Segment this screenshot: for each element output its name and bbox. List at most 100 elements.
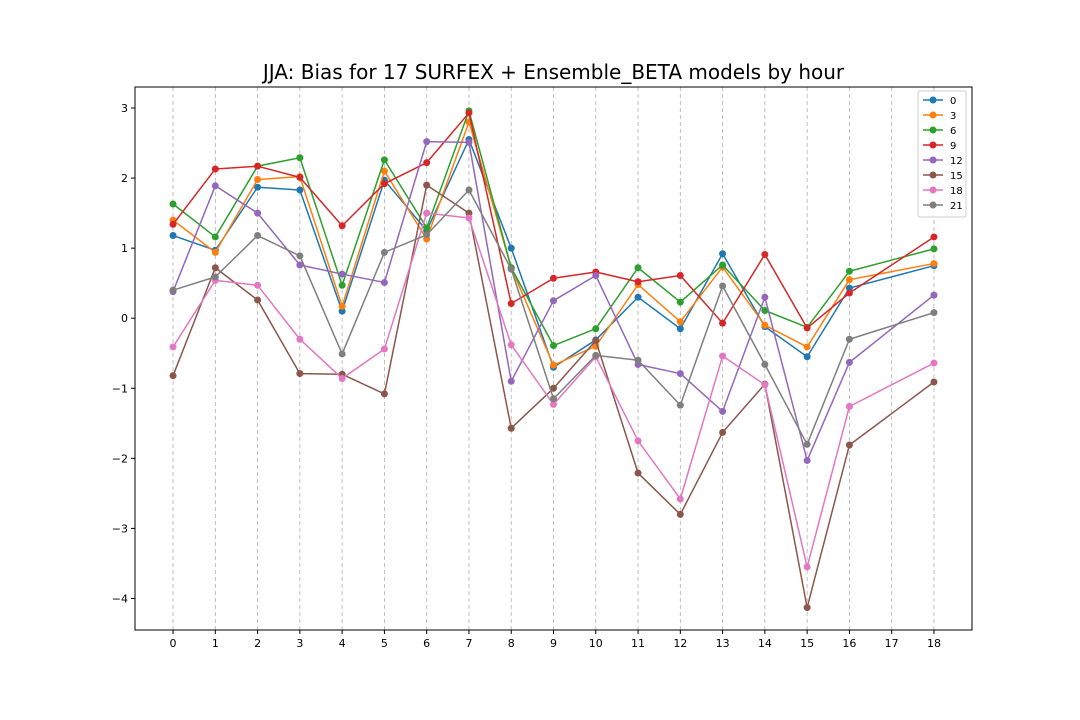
- series-line: [172, 121, 935, 366]
- legend-marker: [929, 111, 937, 119]
- data-point: [465, 109, 473, 117]
- data-point: [254, 183, 262, 191]
- data-point: [719, 407, 727, 415]
- data-point: [380, 180, 388, 188]
- legend-label: 18: [950, 186, 963, 197]
- data-point: [930, 359, 938, 367]
- data-point: [211, 233, 219, 241]
- series-line: [172, 110, 935, 347]
- data-point: [634, 293, 642, 301]
- data-point: [465, 209, 473, 217]
- data-point: [254, 232, 262, 240]
- data-point: [211, 248, 219, 256]
- data-point: [338, 281, 346, 289]
- data-point: [803, 456, 811, 464]
- data-point: [211, 264, 219, 272]
- data-point: [465, 214, 473, 222]
- x-tick-label: 8: [508, 637, 515, 650]
- data-point: [761, 307, 769, 315]
- series-line: [172, 189, 935, 446]
- data-point: [338, 374, 346, 382]
- legend-marker: [929, 186, 937, 194]
- x-tick-label: 0: [170, 637, 177, 650]
- series-line: [172, 112, 935, 329]
- data-point: [719, 428, 727, 436]
- data-point: [338, 270, 346, 278]
- series-line: [172, 140, 935, 462]
- x-tick-label: 12: [673, 637, 687, 650]
- data-point: [380, 248, 388, 256]
- data-point: [254, 175, 262, 183]
- x-tick-label: 18: [927, 637, 941, 650]
- data-point: [507, 299, 515, 307]
- y-tick-label: 1: [121, 242, 128, 255]
- legend-label: 12: [950, 156, 963, 167]
- y-tick-label: 2: [121, 172, 128, 185]
- data-point: [676, 318, 684, 326]
- x-tick-label: 7: [465, 637, 472, 650]
- x-tick-label: 15: [800, 637, 814, 650]
- legend-entry: 0: [923, 96, 956, 107]
- x-tick-label: 11: [631, 637, 645, 650]
- x-tick-label: 5: [381, 637, 388, 650]
- data-point: [296, 335, 304, 343]
- data-point: [296, 370, 304, 378]
- data-point: [761, 293, 769, 301]
- data-point: [676, 510, 684, 518]
- legend-box: [917, 90, 967, 218]
- data-point: [676, 325, 684, 333]
- data-point: [592, 325, 600, 333]
- data-point: [465, 138, 473, 146]
- data-point: [676, 495, 684, 503]
- legend-label: 9: [950, 141, 956, 152]
- legend-marker: [929, 141, 937, 149]
- data-point: [380, 278, 388, 286]
- data-point: [423, 181, 431, 189]
- data-point: [507, 341, 515, 349]
- legend-entry: 3: [923, 111, 956, 122]
- data-point: [211, 182, 219, 190]
- y-tick-label: −4: [112, 592, 128, 605]
- x-tick-label: 4: [339, 637, 346, 650]
- data-point: [845, 335, 853, 343]
- legend-entry: 15: [923, 171, 963, 182]
- data-point: [803, 440, 811, 448]
- data-point: [930, 309, 938, 317]
- data-point: [845, 402, 853, 410]
- data-point: [423, 209, 431, 217]
- legend-marker: [929, 126, 937, 134]
- x-tick-label: 13: [716, 637, 730, 650]
- legend-marker: [929, 96, 937, 104]
- data-point: [550, 297, 557, 305]
- data-point: [634, 264, 642, 272]
- data-point: [423, 138, 431, 146]
- legend-label: 21: [950, 201, 963, 212]
- data-point: [676, 370, 684, 378]
- plot-area: [135, 87, 972, 630]
- data-point: [930, 291, 938, 299]
- data-point: [296, 173, 304, 181]
- x-tick-label: 6: [423, 637, 430, 650]
- data-point: [169, 200, 177, 208]
- y-tick-label: 3: [121, 102, 128, 115]
- data-point: [803, 324, 811, 332]
- data-point: [338, 350, 346, 358]
- x-tick-label: 2: [254, 637, 261, 650]
- data-point: [507, 244, 515, 252]
- data-point: [169, 232, 177, 240]
- data-point: [761, 381, 769, 389]
- x-tick-label: 1: [212, 637, 219, 650]
- data-point: [507, 424, 515, 432]
- data-point: [254, 162, 262, 170]
- x-tick-label: 3: [296, 637, 303, 650]
- data-point: [676, 271, 684, 279]
- data-point: [254, 281, 262, 289]
- data-point: [380, 390, 388, 398]
- data-point: [296, 261, 304, 269]
- data-point: [803, 353, 811, 361]
- data-point: [550, 342, 557, 350]
- data-point: [507, 265, 515, 273]
- data-point: [169, 343, 177, 351]
- legend-entry: 18: [923, 186, 963, 197]
